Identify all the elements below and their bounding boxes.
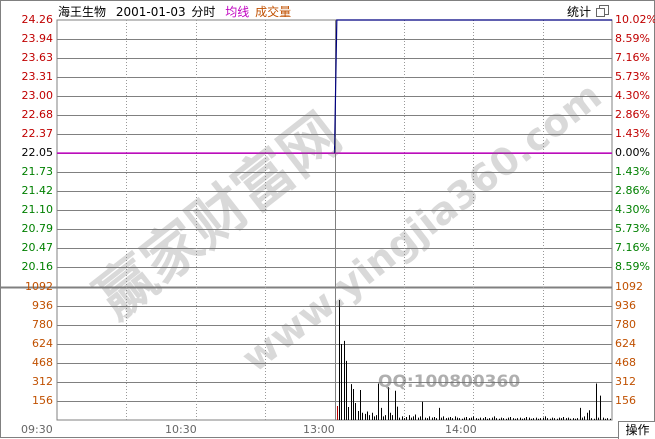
price-tick-label: 20.79	[21, 222, 54, 235]
pct-tick-label: 7.16%	[615, 241, 650, 254]
volume-tick-label: 156	[615, 394, 636, 407]
volume-tick-label: 1092	[25, 280, 53, 293]
volume-tick-label: 312	[615, 375, 636, 388]
pct-tick-label: 4.30%	[615, 89, 650, 102]
stats-button[interactable]: 统计	[567, 5, 592, 19]
price-line	[333, 19, 612, 154]
volume-tick-label: 780	[615, 318, 636, 331]
price-tick-label: 21.73	[21, 165, 54, 178]
price-tick-label: 23.00	[21, 89, 54, 102]
volume-tick-label: 624	[32, 337, 53, 350]
pct-tick-label: 5.73%	[615, 70, 650, 83]
volume-tick-label: 156	[32, 394, 53, 407]
price-tick-label: 23.94	[21, 32, 54, 45]
chart-date: 2001-01-03	[115, 5, 186, 19]
price-tick-label: 24.26	[21, 13, 54, 26]
time-tick-label: 10:30	[165, 423, 197, 436]
pct-tick-label: 10.02%	[615, 13, 655, 26]
volume-tick-label: 468	[32, 356, 53, 369]
volume-tick-label: 936	[615, 299, 636, 312]
volume-tick-label: 468	[615, 356, 636, 369]
price-tick-label: 22.05	[21, 146, 54, 159]
price-tick-label: 21.10	[21, 203, 54, 216]
avg-line-label[interactable]: 均线	[225, 5, 250, 19]
chart-header: 海王生物 2001-01-03 分时 均线 成交量	[58, 3, 297, 20]
volume-label[interactable]: 成交量	[255, 5, 292, 19]
price-tick-label: 22.37	[21, 127, 54, 140]
pct-tick-label: 1.43%	[615, 127, 650, 140]
volume-tick-label: 624	[615, 337, 636, 350]
price-tick-label: 20.47	[21, 241, 54, 254]
volume-tick-label: 1092	[615, 280, 643, 293]
pct-tick-label: 7.16%	[615, 51, 650, 64]
pct-tick-label: 1.43%	[615, 165, 650, 178]
pct-tick-label: 8.59%	[615, 32, 650, 45]
pct-tick-label: 8.59%	[615, 260, 650, 273]
price-tick-label: 20.16	[21, 260, 54, 273]
pct-tick-label: 0.00%	[615, 146, 650, 159]
operate-button[interactable]: 操作	[618, 421, 655, 439]
stock-name: 海王生物	[58, 5, 107, 19]
pct-tick-label: 2.86%	[615, 184, 650, 197]
pct-tick-label: 4.30%	[615, 203, 650, 216]
volume-tick-label: 312	[32, 375, 53, 388]
price-tick-label: 23.63	[21, 51, 54, 64]
plot-border	[56, 19, 613, 421]
price-tick-label: 21.42	[21, 184, 54, 197]
chart-mode: 分时	[191, 5, 216, 19]
volume-tick-label: 780	[32, 318, 53, 331]
time-tick-label: 09:30	[21, 423, 53, 436]
price-tick-label: 22.68	[21, 108, 54, 121]
price-tick-label: 23.31	[21, 70, 54, 83]
time-tick-label: 13:00	[303, 423, 335, 436]
volume-tick-label: 936	[32, 299, 53, 312]
pct-tick-label: 5.73%	[615, 222, 650, 235]
time-tick-label: 14:00	[445, 423, 477, 436]
pct-tick-label: 2.86%	[615, 108, 650, 121]
restore-window-icon[interactable]	[596, 5, 609, 17]
